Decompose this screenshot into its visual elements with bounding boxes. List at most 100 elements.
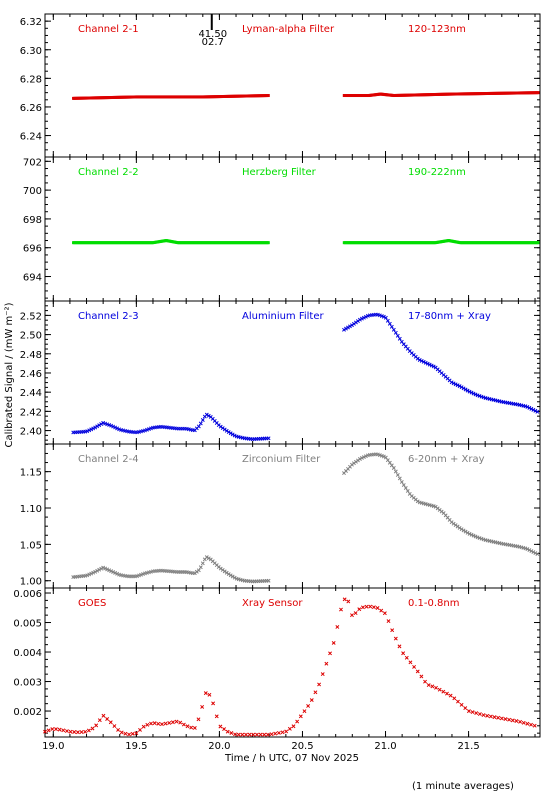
data-point <box>397 476 402 481</box>
data-point <box>178 720 183 725</box>
data-point <box>448 693 453 698</box>
y-tick-label: 0.004 <box>13 648 42 659</box>
data-point <box>361 315 366 320</box>
data-point <box>397 336 402 341</box>
data-point <box>328 651 332 656</box>
data-point <box>423 679 428 684</box>
data-point <box>320 672 325 677</box>
data-point <box>415 669 420 674</box>
data-point <box>280 730 285 735</box>
data-point <box>87 428 92 433</box>
data-point <box>465 530 470 535</box>
panel-frame <box>44 443 541 589</box>
data-point <box>453 382 458 387</box>
data-point <box>426 683 431 688</box>
data-point <box>265 732 270 737</box>
panel-1: 6.24 6.26 6.28 6.30 6.32 Channel 2-1 Lyman-alp… <box>20 13 541 158</box>
data-point <box>258 732 263 737</box>
data-point <box>254 732 259 737</box>
x-tick-label: 21.5 <box>457 741 479 752</box>
data-point <box>357 457 362 461</box>
data-point <box>459 527 464 532</box>
data-point <box>200 561 205 566</box>
data-point <box>204 412 209 417</box>
data-point <box>529 722 533 727</box>
data-point <box>226 572 231 577</box>
data-point <box>527 548 532 553</box>
data-point <box>533 408 538 413</box>
y-tick-label: 1.05 <box>20 540 42 551</box>
data-point <box>431 364 436 369</box>
data-point <box>222 727 227 732</box>
data-point <box>514 719 519 723</box>
data-point <box>353 611 358 616</box>
data-point <box>429 363 434 368</box>
data-point <box>430 684 435 689</box>
data-point <box>119 730 124 735</box>
data-point <box>54 727 58 732</box>
data-point <box>145 722 150 727</box>
data-point <box>111 570 116 574</box>
data-point <box>232 433 237 438</box>
y-tick-label: 0.006 <box>13 589 42 600</box>
data-point <box>496 715 501 720</box>
data-point <box>181 722 186 727</box>
panel-5: 0.002 0.003 0.004 0.005 0.006 19.0 19.5 20.0 20.… <box>13 587 541 752</box>
data-point <box>149 721 153 726</box>
data-point <box>390 628 395 633</box>
panel-label: Zirconium Filter <box>242 454 321 465</box>
panel-frame <box>44 300 541 445</box>
data-point <box>461 386 466 391</box>
data-point <box>350 613 354 618</box>
data-point <box>393 330 398 335</box>
data-point <box>459 702 464 707</box>
data-point <box>79 730 84 734</box>
data-point <box>455 383 460 388</box>
panel-label: Aluminium Filter <box>242 311 325 322</box>
data-point <box>371 605 376 610</box>
panel-frame <box>44 13 541 158</box>
data-point <box>375 606 380 610</box>
data-point <box>61 728 66 733</box>
data-point <box>507 717 512 722</box>
data-point <box>72 730 77 734</box>
data-point <box>393 469 398 474</box>
data-point <box>452 696 457 701</box>
data-point <box>518 719 523 724</box>
data-point <box>469 390 474 395</box>
y-tick-label: 1.15 <box>20 468 42 479</box>
data-point <box>363 454 368 459</box>
y-tick-label: 1.10 <box>20 504 42 515</box>
y-tick-label: 6.28 <box>20 74 42 85</box>
data-point <box>470 710 475 715</box>
data-point <box>417 358 422 362</box>
data-point <box>457 525 462 530</box>
data-point <box>174 719 179 724</box>
data-point <box>229 731 234 735</box>
data-point <box>105 567 110 572</box>
data-point <box>385 318 390 323</box>
data-point <box>189 725 194 730</box>
data-point <box>389 324 394 329</box>
data-point <box>295 719 300 724</box>
data-point <box>503 717 508 722</box>
data-point <box>127 732 132 737</box>
data-point <box>521 720 526 725</box>
data-point <box>138 727 142 732</box>
panel-label: 190-222nm <box>408 167 466 178</box>
panel-3: 2.40 2.42 2.44 2.46 2.48 2.50 2.52 Channel 2-3 A… <box>20 300 541 445</box>
data-point <box>89 571 94 576</box>
y-tick-label: 6.24 <box>20 132 42 143</box>
data-point <box>363 314 368 319</box>
data-point <box>159 722 164 727</box>
data-point <box>309 698 314 703</box>
data-point <box>251 732 256 737</box>
data-point <box>224 428 229 433</box>
data-point <box>214 714 219 719</box>
x-tick-label: 19.5 <box>125 741 147 752</box>
data-point <box>537 241 540 245</box>
y-tick-label: 700 <box>23 186 42 197</box>
panel-label: 120-123nm <box>408 24 466 35</box>
data-point <box>103 566 108 571</box>
data-point <box>111 424 116 429</box>
